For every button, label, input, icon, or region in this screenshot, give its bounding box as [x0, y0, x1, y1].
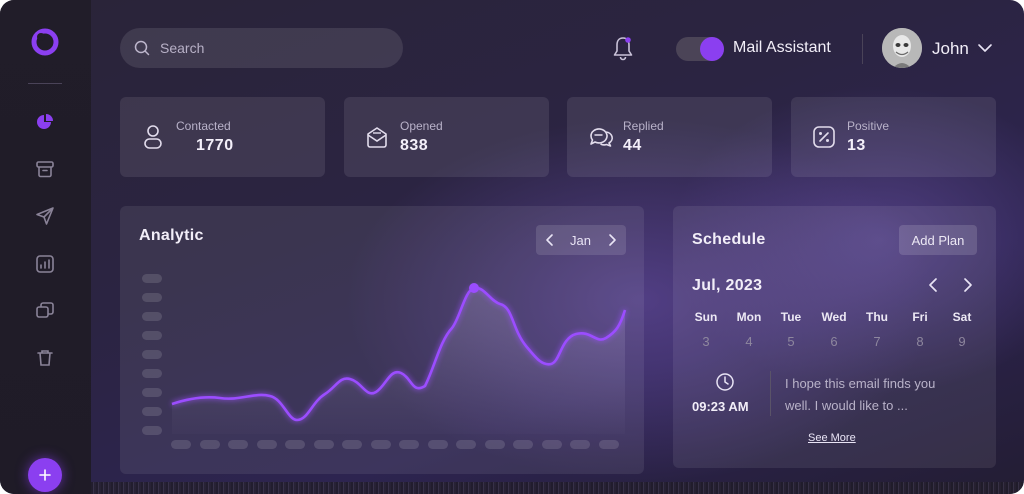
day-name: Fri	[912, 310, 928, 324]
event-time: 09:23 AM	[692, 399, 749, 414]
x-axis-pills	[171, 440, 619, 449]
stat-value: 44	[623, 137, 642, 154]
trash-icon[interactable]	[34, 347, 56, 369]
search-icon	[134, 40, 150, 56]
event-preview-line: well. I would like to ...	[785, 398, 908, 413]
plus-icon	[39, 469, 51, 481]
day-number: 5	[787, 334, 795, 349]
logo-icon[interactable]	[31, 28, 59, 56]
day-number: 8	[916, 334, 924, 349]
chat-icon[interactable]	[34, 300, 56, 322]
calendar-day[interactable]: Mon 4	[729, 310, 769, 349]
clock-icon	[716, 373, 734, 391]
see-more-link[interactable]: See More	[808, 432, 856, 444]
event-divider	[770, 371, 771, 416]
day-name: Sun	[694, 310, 718, 324]
mail-open-icon	[367, 127, 387, 148]
sidebar-divider	[28, 83, 62, 84]
chart-line	[171, 286, 627, 422]
stat-value: 1770	[196, 137, 234, 154]
mail-assistant-toggle[interactable]	[676, 37, 724, 61]
chevron-left-icon[interactable]	[927, 277, 941, 293]
y-axis-pills	[142, 274, 162, 435]
day-name: Wed	[821, 310, 847, 324]
analytic-title: Analytic	[139, 227, 204, 244]
user-name[interactable]: John	[932, 39, 969, 58]
send-icon[interactable]	[34, 205, 56, 227]
stat-card-replied[interactable]: Replied 44	[567, 97, 772, 177]
user-icon	[144, 125, 162, 149]
day-number: 4	[745, 334, 753, 349]
day-name: Thu	[866, 310, 888, 324]
analytic-chart	[142, 274, 627, 449]
chevron-right-icon[interactable]	[606, 232, 618, 248]
chevron-down-icon[interactable]	[977, 42, 993, 54]
chart-peak-marker[interactable]	[469, 283, 479, 293]
day-name: Tue	[780, 310, 802, 324]
pie-chart-icon[interactable]	[34, 111, 56, 133]
add-button[interactable]	[28, 458, 62, 492]
day-number: 3	[702, 334, 710, 349]
bell-icon[interactable]	[611, 35, 635, 63]
search-bar[interactable]	[120, 28, 403, 68]
chart-area	[172, 287, 625, 434]
calendar-day[interactable]: Sat 9	[942, 310, 982, 349]
schedule-panel: Schedule Add Plan Jul, 2023 Sun 3 Mon 4 …	[673, 206, 996, 468]
day-number: 7	[873, 334, 881, 349]
event-preview-line: I hope this email finds you	[785, 376, 936, 391]
month-picker[interactable]: Jan	[536, 225, 626, 255]
search-input[interactable]	[160, 38, 380, 58]
mail-assistant-label: Mail Assistant	[733, 39, 831, 56]
day-number: 6	[830, 334, 838, 349]
stat-label: Opened	[400, 119, 443, 133]
analytics-icon[interactable]	[34, 253, 56, 275]
archive-icon[interactable]	[34, 158, 56, 180]
stat-label: Contacted	[176, 119, 231, 133]
schedule-title: Schedule	[692, 231, 766, 248]
calendar-month: Jul, 2023	[692, 277, 763, 294]
calendar-day[interactable]: Thu 7	[857, 310, 897, 349]
stat-value: 13	[847, 137, 866, 154]
stat-label: Replied	[623, 119, 664, 133]
bottom-edge	[91, 482, 1024, 494]
day-number: 9	[958, 334, 966, 349]
sidebar	[0, 0, 91, 494]
avatar-image	[882, 28, 922, 68]
chevron-right-icon[interactable]	[960, 277, 974, 293]
reply-chat-icon	[590, 128, 613, 147]
add-plan-button[interactable]: Add Plan	[899, 225, 977, 255]
day-name: Sat	[952, 310, 972, 324]
calendar-day[interactable]: Wed 6	[814, 310, 854, 349]
chevron-left-icon[interactable]	[544, 232, 556, 248]
stat-card-contacted[interactable]: Contacted 1770	[120, 97, 325, 177]
stat-value: 838	[400, 137, 429, 154]
toggle-knob	[700, 37, 724, 61]
event-preview[interactable]: I hope this email finds you well. I woul…	[785, 373, 975, 417]
avatar[interactable]	[882, 28, 922, 68]
calendar-day[interactable]: Fri 8	[900, 310, 940, 349]
calendar-day[interactable]: Tue 5	[771, 310, 811, 349]
stat-card-opened[interactable]: Opened 838	[344, 97, 549, 177]
month-label: Jan	[570, 233, 591, 248]
percent-icon	[813, 126, 835, 148]
stat-card-positive[interactable]: Positive 13	[791, 97, 996, 177]
analytic-panel: Analytic Jan	[120, 206, 644, 474]
calendar-day[interactable]: Sun 3	[686, 310, 726, 349]
header-divider	[862, 34, 863, 64]
stat-label: Positive	[847, 119, 890, 133]
day-name: Mon	[736, 310, 762, 324]
